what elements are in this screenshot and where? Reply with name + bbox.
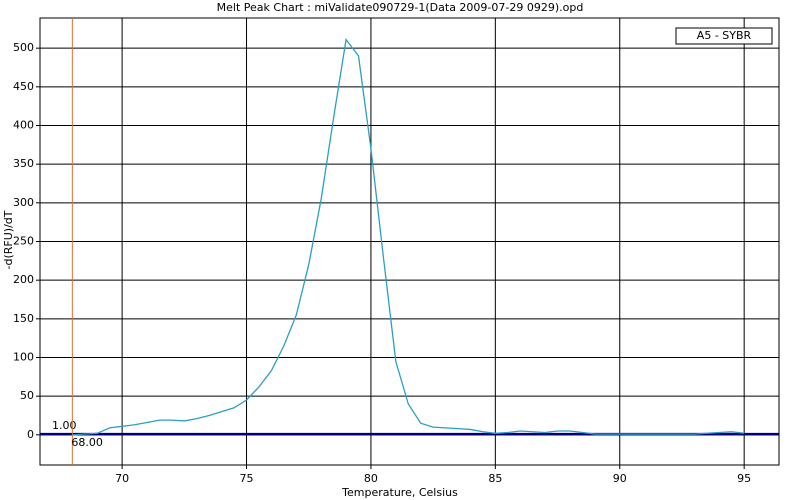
x-axis-label: Temperature, Celsius (341, 486, 458, 499)
y-tick-label: 100 (13, 351, 34, 364)
x-tick-label: 70 (115, 472, 129, 485)
chart-title: Melt Peak Chart : miValidate090729-1(Dat… (217, 1, 584, 14)
y-tick-label: 200 (13, 273, 34, 286)
legend-entry: A5 - SYBR (697, 29, 752, 42)
x-tick-label: 85 (488, 472, 502, 485)
y-tick-label: 350 (13, 157, 34, 170)
marker-label: 68.00 (71, 436, 103, 449)
y-tick-label: 300 (13, 196, 34, 209)
y-tick-label: 450 (13, 80, 34, 93)
x-tick-label: 75 (240, 472, 254, 485)
y-tick-label: 400 (13, 118, 34, 131)
x-tick-label: 80 (364, 472, 378, 485)
y-tick-label: 150 (13, 312, 34, 325)
series-line (72, 38, 745, 436)
x-tick-label: 95 (737, 472, 751, 485)
y-axis-label: -d(RFU)/dT (2, 210, 15, 269)
y-tick-label: 500 (13, 41, 34, 54)
y-tick-label: 50 (20, 389, 34, 402)
threshold-label: 1.00 (52, 419, 77, 432)
x-tick-label: 90 (613, 472, 627, 485)
y-tick-label: 0 (27, 428, 34, 441)
legend-box (675, 27, 773, 45)
y-tick-label: 250 (13, 235, 34, 248)
